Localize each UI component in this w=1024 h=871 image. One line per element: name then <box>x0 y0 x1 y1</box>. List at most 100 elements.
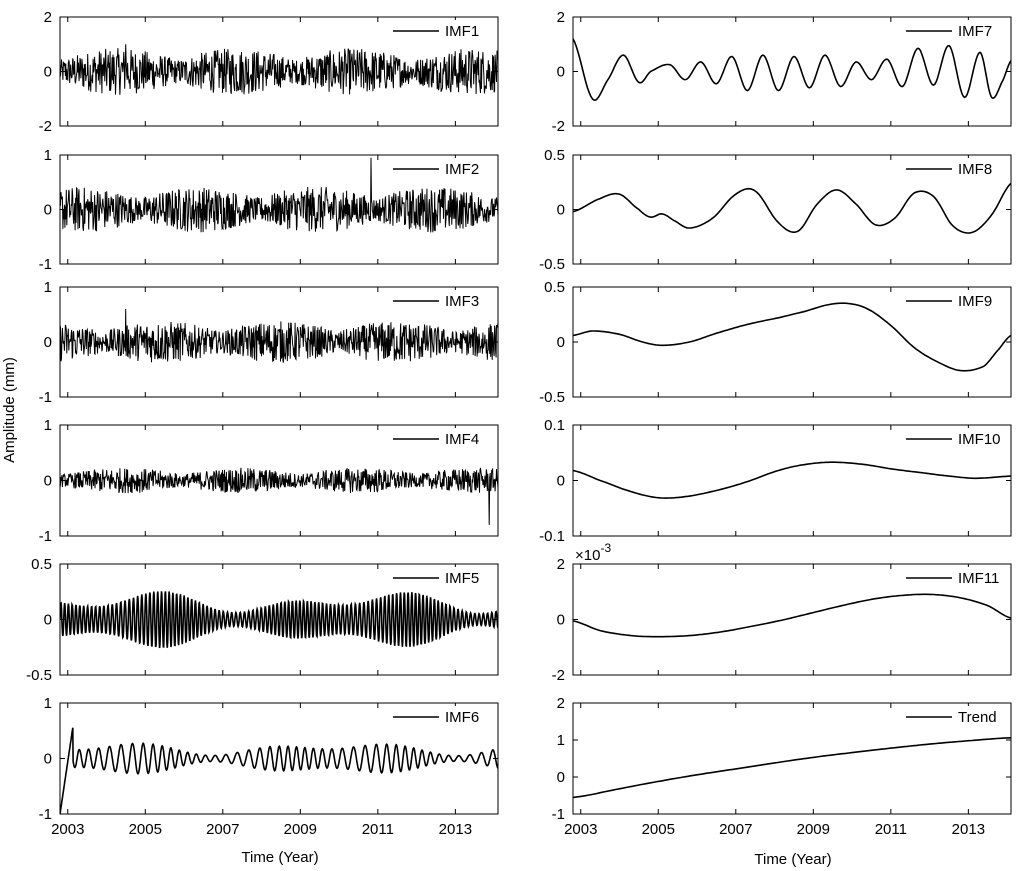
x-axis-label-left: Time (Year) <box>241 849 318 866</box>
series-line <box>60 157 498 233</box>
y-tick-label: 0.5 <box>544 279 565 296</box>
panel-imf8: -0.5 0 0.5 IMF8 <box>539 147 1012 273</box>
panel-imf9: -0.5 0 0.5 IMF9 <box>539 279 1012 406</box>
series-line <box>573 737 1011 799</box>
y-tick-label: -1 <box>552 806 565 823</box>
x-tick-label: 2003 <box>51 821 84 838</box>
x-tick-label: 2009 <box>284 821 317 838</box>
y-tick-label: 0 <box>557 769 565 786</box>
y-tick-label: 0 <box>44 334 52 351</box>
series-line <box>573 461 1011 499</box>
y-tick-label: 0 <box>44 612 52 629</box>
x-tick-label: 2005 <box>129 821 162 838</box>
legend-label: IMF9 <box>958 293 992 310</box>
series-line <box>60 727 498 814</box>
y-tick-label: 1 <box>557 732 565 749</box>
y-tick-label: -1 <box>39 389 52 406</box>
y-tick-label: -1 <box>39 528 52 545</box>
series-line <box>573 593 1011 638</box>
panel-imf1: -2 0 2 IMF1 <box>39 9 499 135</box>
x-tick-label: 2011 <box>875 821 907 838</box>
y-tick-label: 1 <box>44 695 52 712</box>
x-tick-label: 2007 <box>206 821 239 838</box>
legend-label: IMF6 <box>445 709 479 726</box>
panel-imf4: -1 0 1 IMF4 <box>39 417 499 545</box>
series-line <box>60 467 498 525</box>
y-tick-label: -2 <box>552 667 565 684</box>
legend-box <box>902 706 1004 726</box>
legend-label: IMF11 <box>958 570 999 587</box>
y-tick-label: -2 <box>39 118 52 135</box>
panel-trend: -1 0 1 2 2003 2005 2007 2009 2011 2013 Trend <box>552 695 1012 838</box>
panel-imf11: -2 0 2 IMF11 ×10-3 <box>552 541 1012 684</box>
y-tick-label: 0 <box>557 612 565 629</box>
legend-box <box>902 20 1004 40</box>
y-tick-label: -0.5 <box>539 389 565 406</box>
panel-imf7: -2 0 2 IMF7 <box>552 9 1012 135</box>
panel-imf10: -0.1 0 0.1 IMF10 <box>539 417 1012 545</box>
legend-label: IMF2 <box>445 161 479 178</box>
legend-label: Trend <box>958 709 997 726</box>
y-tick-label: 0 <box>44 64 52 81</box>
y-tick-label: 1 <box>44 147 52 164</box>
series-line <box>60 44 498 95</box>
y-tick-label: 0.5 <box>544 147 565 164</box>
legend-box <box>389 158 491 178</box>
y-tick-label: 0 <box>557 202 565 219</box>
x-tick-label: 2003 <box>564 821 597 838</box>
y-tick-label: 2 <box>557 695 565 712</box>
legend-box <box>902 567 1004 587</box>
y-tick-label: 0 <box>44 202 52 219</box>
legend-box <box>389 428 491 448</box>
x-tick-label: 2009 <box>797 821 830 838</box>
y-tick-label: -1 <box>39 806 52 823</box>
panel-imf2: -1 0 1 IMF2 <box>39 147 499 273</box>
panel-imf5: -0.5 0 0.5 IMF5 <box>26 556 499 684</box>
legend-box <box>389 20 491 40</box>
y-tick-label: 0 <box>44 473 52 490</box>
axes-frame <box>572 702 1012 815</box>
y-tick-label: 0 <box>557 473 565 490</box>
legend-label: IMF10 <box>958 431 1001 448</box>
legend-label: IMF8 <box>958 161 992 178</box>
y-tick-label: -2 <box>552 118 565 135</box>
series-line <box>573 302 1011 372</box>
panels-group: -2 0 2 IMF1 -1 0 1 IMF2 -1 0 1 IMF3 -1 0 1 IMF4 -0.5 0 0.5… <box>26 9 1012 838</box>
y-tick-label: -0.5 <box>26 667 52 684</box>
legend-label: IMF5 <box>445 570 479 587</box>
panel-imf3: -1 0 1 IMF3 <box>39 279 499 406</box>
legend-label: IMF4 <box>445 431 479 448</box>
y-axis-label: Amplitude (mm) <box>1 357 18 463</box>
legend-box <box>902 158 1004 178</box>
y-tick-label: 0 <box>44 751 52 768</box>
x-tick-label: 2011 <box>362 821 394 838</box>
y-tick-label: 2 <box>557 9 565 26</box>
y-tick-label: 1 <box>44 279 52 296</box>
y-tick-label: -0.5 <box>539 256 565 273</box>
y-tick-label: 0 <box>557 64 565 81</box>
y-scale-label: ×10-3 <box>575 541 611 564</box>
y-tick-label: 2 <box>44 9 52 26</box>
panel-imf6: -1 0 1 2003 2005 2007 2009 2011 2013 IMF6 <box>39 695 499 838</box>
x-tick-label: 2007 <box>719 821 752 838</box>
x-tick-label: 2005 <box>642 821 675 838</box>
y-tick-label: -1 <box>39 256 52 273</box>
x-tick-label: 2013 <box>952 821 985 838</box>
series-line <box>573 182 1011 234</box>
y-tick-label: 0.5 <box>31 556 52 573</box>
y-tick-label: 0 <box>557 334 565 351</box>
y-tick-label: 0.1 <box>544 417 565 434</box>
series-line <box>573 38 1011 102</box>
y-tick-label: 1 <box>44 417 52 434</box>
legend-box <box>389 290 491 310</box>
legend-box <box>389 706 491 726</box>
y-tick-label: 2 <box>557 556 565 573</box>
y-tick-label: -0.1 <box>539 528 565 545</box>
legend-label: IMF1 <box>445 23 479 40</box>
series-line <box>60 591 498 649</box>
x-axis-label-right: Time (Year) <box>754 851 831 868</box>
legend-box <box>389 567 491 587</box>
legend-box <box>902 290 1004 310</box>
x-tick-label: 2013 <box>439 821 472 838</box>
